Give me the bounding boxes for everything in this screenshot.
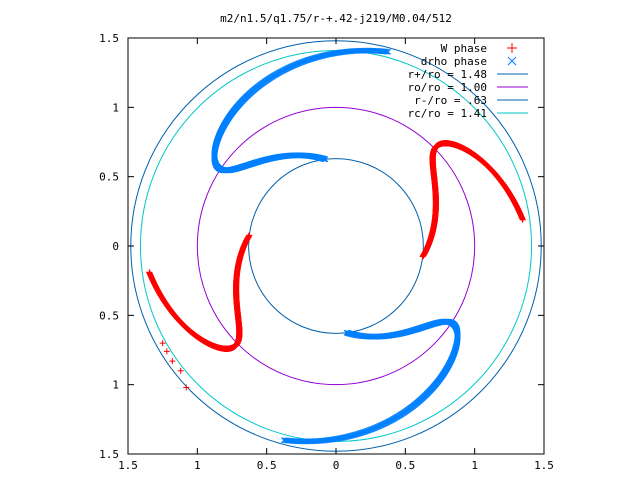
reference-circle: [248, 158, 424, 334]
y-tick-label: 1.5: [99, 448, 119, 461]
chart-title: m2/n1.5/q1.75/r-+.42-j219/M0.04/512: [220, 12, 452, 25]
reference-circle: [196, 106, 476, 386]
w-phase-point: [159, 340, 166, 347]
legend-cross-marker: [507, 56, 517, 66]
y-tick-label: 0: [112, 240, 119, 253]
x-tick-label: 0.5: [395, 459, 415, 472]
w-phase-point: [146, 269, 153, 276]
w-phase-point: [519, 216, 526, 223]
drho-phase-point: [382, 48, 389, 55]
drho-phase-point: [385, 48, 391, 55]
legend-label: r-/ro = .63: [414, 94, 487, 107]
drho-phase-point: [282, 437, 289, 444]
w-phase-point: [169, 358, 176, 365]
legend-label: ro/ro = 1.00: [408, 81, 487, 94]
x-tick-label: 0.5: [257, 459, 277, 472]
w-phase-point: [177, 367, 184, 374]
w-phase-point: [163, 348, 170, 355]
y-tick-label: 0.5: [99, 309, 119, 322]
legend-label: W phase: [441, 42, 487, 55]
x-tick-label: 0: [333, 459, 340, 472]
w-phase-point: [183, 384, 190, 391]
y-tick-label: 0.5: [99, 171, 119, 184]
legend-label: rc/ro = 1.41: [408, 107, 487, 120]
y-tick-label: 1: [112, 379, 119, 392]
legend-plus-marker: [507, 43, 517, 53]
x-tick-label: 1: [471, 459, 478, 472]
x-tick-label: 1: [194, 459, 201, 472]
legend-label: r+/ro = 1.48: [408, 68, 487, 81]
x-tick-label: 1.5: [534, 459, 554, 472]
data-points: [146, 47, 526, 445]
axis-ticks: 1.5 1 0.5 0 0.5 1 1.51.510.500.511.5: [99, 32, 554, 472]
drho-phase-point: [281, 437, 287, 444]
legend-label: drho phase: [421, 55, 487, 68]
y-tick-label: 1: [112, 101, 119, 114]
drho-phase-point: [383, 48, 390, 55]
y-tick-label: 1.5: [99, 32, 119, 45]
drho-phase-point: [283, 437, 290, 444]
x-tick-label: 1.5: [118, 459, 138, 472]
